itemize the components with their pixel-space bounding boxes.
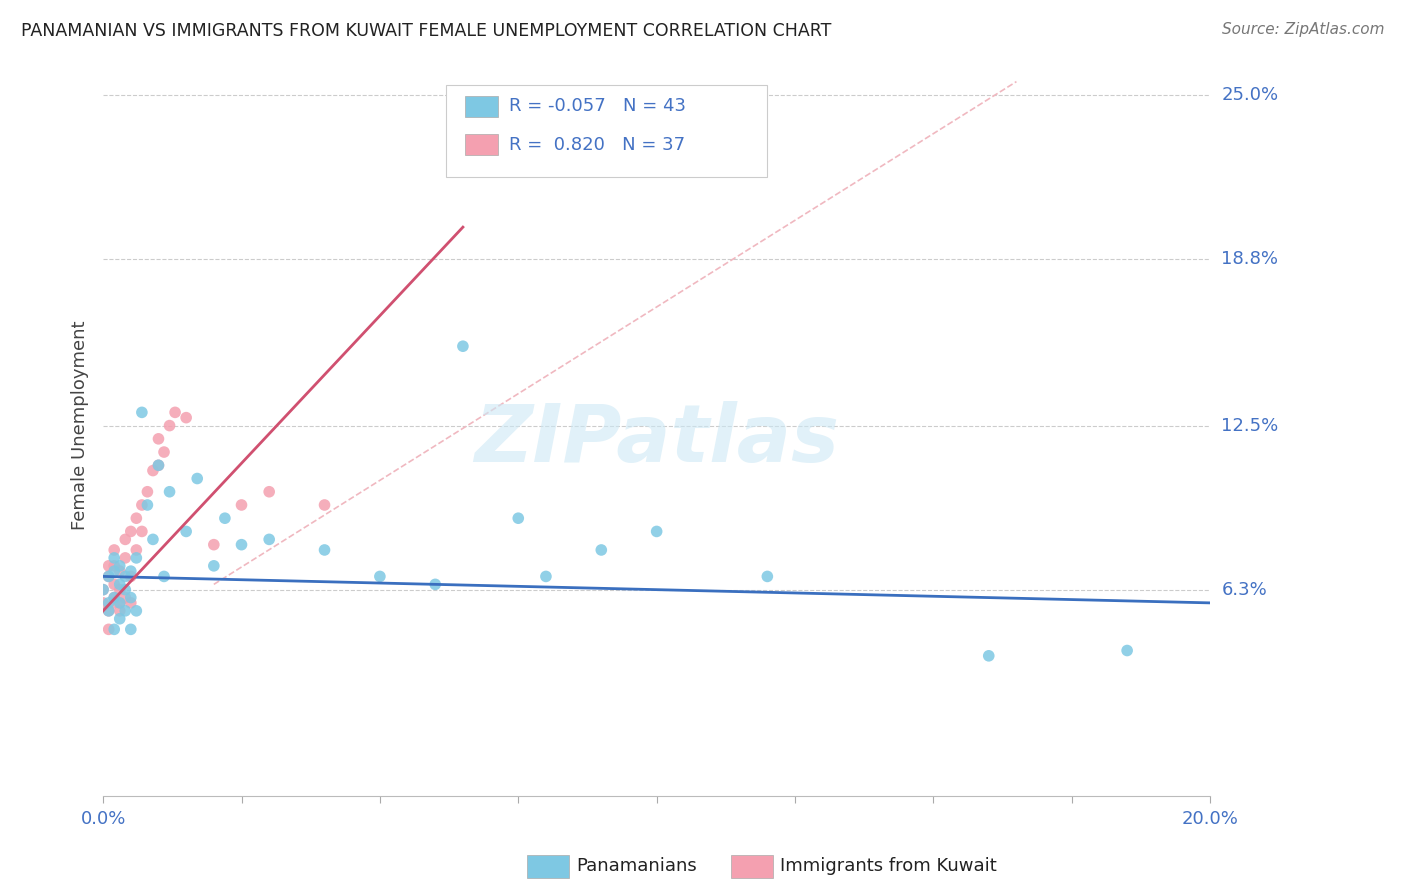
Point [125,543,148,558]
Text: 12.5%: 12.5% [1222,417,1278,434]
Text: R =  0.820   N = 37: R = 0.820 N = 37 [509,136,686,153]
Point [136,498,159,512]
Point [125,511,148,525]
Point [174,410,197,425]
Text: 25.0%: 25.0% [1222,86,1278,103]
Point [148,458,170,473]
Point [103,623,125,637]
Point [114,591,136,605]
Y-axis label: Female Unemployment: Female Unemployment [72,321,89,531]
Point [131,498,153,512]
Text: R = -0.057   N = 43: R = -0.057 N = 43 [509,97,686,115]
Point [231,538,253,552]
Point [136,484,159,499]
Point [91,596,114,610]
Point [108,577,131,591]
Point [97,558,120,573]
Point [425,577,447,591]
Point [97,623,120,637]
Point [97,604,120,618]
Point [142,464,165,478]
Point [125,604,148,618]
Point [103,577,125,591]
Point [114,582,136,597]
Point [114,569,136,583]
Point [108,596,131,610]
Point [125,550,148,565]
Point [120,623,142,637]
Point [756,569,779,583]
Point [91,582,114,597]
Point [1116,643,1139,657]
Text: PANAMANIAN VS IMMIGRANTS FROM KUWAIT FEMALE UNEMPLOYMENT CORRELATION CHART: PANAMANIAN VS IMMIGRANTS FROM KUWAIT FEM… [21,22,831,40]
Point [174,524,197,539]
Point [368,569,391,583]
Point [108,604,131,618]
Point [153,445,176,459]
Point [114,550,136,565]
Point [120,591,142,605]
Point [314,543,336,558]
Point [103,596,125,610]
Point [97,569,120,583]
Point [103,591,125,605]
Point [159,418,181,433]
Point [214,511,236,525]
Point [645,524,668,539]
Point [114,533,136,547]
Point [120,524,142,539]
Text: ZIPatlas: ZIPatlas [474,401,839,479]
Point [97,604,120,618]
Point [202,558,225,573]
Point [108,582,131,597]
Point [108,612,131,626]
Point [257,533,280,547]
Point [91,582,114,597]
Point [142,533,165,547]
Point [103,558,125,573]
Point [114,604,136,618]
Point [131,524,153,539]
Point [231,498,253,512]
Point [148,432,170,446]
Point [97,569,120,583]
Text: 6.3%: 6.3% [1222,581,1267,599]
Point [148,458,170,473]
Text: Immigrants from Kuwait: Immigrants from Kuwait [780,857,997,875]
Point [159,484,181,499]
Point [120,564,142,578]
Point [534,569,557,583]
Point [103,591,125,605]
Point [97,596,120,610]
Text: 18.8%: 18.8% [1222,250,1278,268]
Point [202,538,225,552]
FancyBboxPatch shape [446,85,768,178]
Point [108,596,131,610]
Point [165,405,187,419]
Point [314,498,336,512]
Point [977,648,1000,663]
Point [108,558,131,573]
Point [108,564,131,578]
Text: Source: ZipAtlas.com: Source: ZipAtlas.com [1222,22,1385,37]
Point [508,511,530,525]
Point [153,569,176,583]
Point [120,569,142,583]
Point [103,543,125,558]
FancyBboxPatch shape [465,96,498,117]
Point [451,339,474,353]
Point [131,405,153,419]
Text: Panamanians: Panamanians [576,857,697,875]
Point [186,471,208,485]
Point [120,596,142,610]
FancyBboxPatch shape [465,135,498,155]
Point [257,484,280,499]
Point [591,543,613,558]
Point [103,564,125,578]
Point [103,550,125,565]
